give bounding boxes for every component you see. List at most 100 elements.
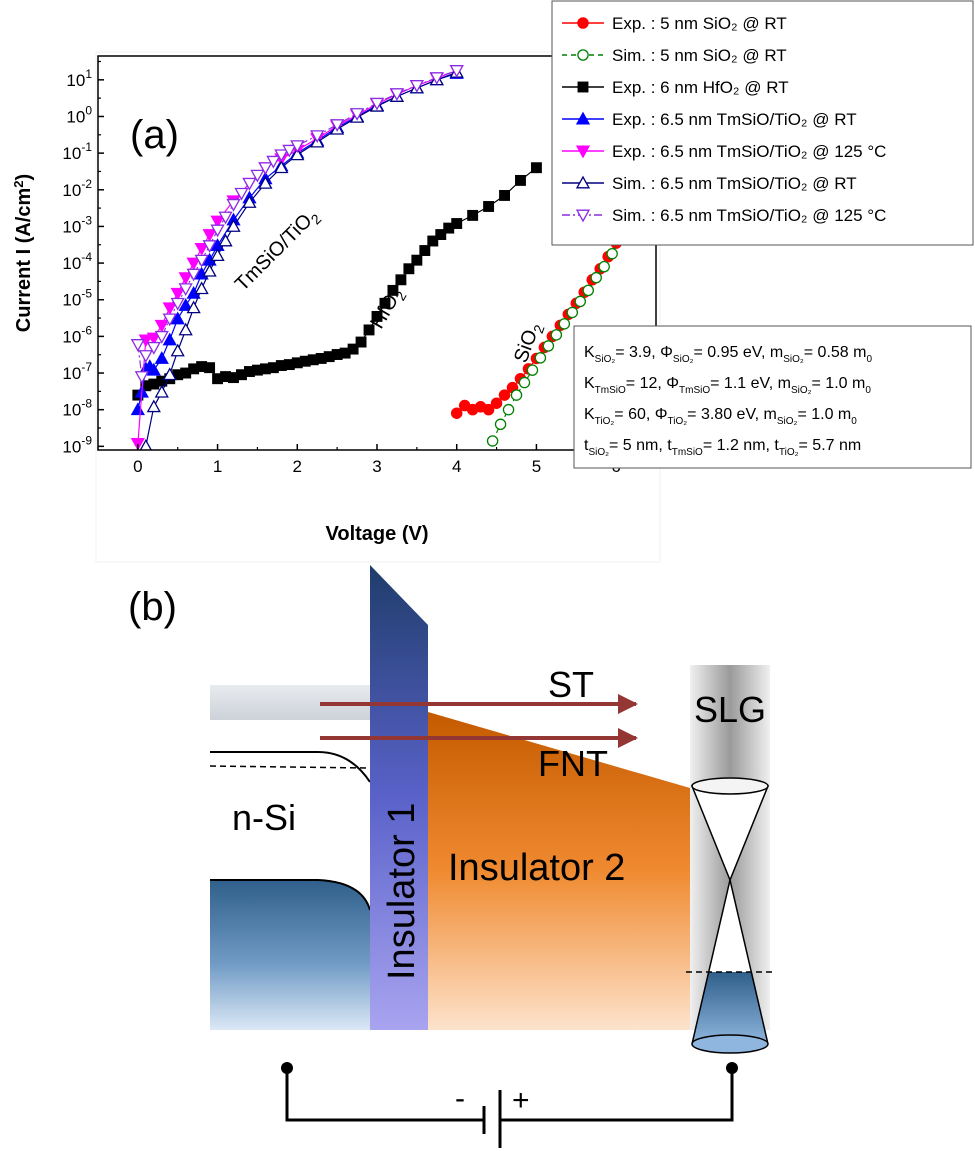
data-point [186,257,201,271]
slg-label: SLG [694,689,766,730]
data-point [550,329,563,341]
data-point [510,389,523,401]
x-tick-label: 3 [372,457,381,476]
data-point [234,187,249,201]
data-point [258,175,273,189]
legend-item: Sim. : 5 nm SiO₂ @ RT [562,46,787,65]
data-point [242,195,257,208]
data-point [498,389,511,401]
data-point [542,340,555,352]
data-point [395,274,407,286]
data-point [371,310,383,322]
legend-swatch-marker [577,81,589,93]
data-point [146,341,161,355]
data-point [138,350,153,363]
data-point [162,313,177,327]
legend-text: Sim. : 5 nm SiO₂ @ RT [612,46,787,65]
nsi-conduction-edge [210,751,371,783]
data-point [242,177,257,191]
nsi-fermi-level [209,765,371,769]
data-point [450,407,463,419]
data-point [419,245,431,256]
data-point [250,169,265,183]
insulator1-barrier [370,565,428,1030]
data-point [435,229,447,241]
data-point [154,319,169,333]
legend-swatch-marker [575,209,591,223]
data-point [146,332,161,346]
data-point [558,318,571,330]
legend-text: Sim. : 6.5 nm TmSiO/TiO₂ @ 125 °C [612,206,886,225]
legend-swatch-marker [575,175,591,189]
data-point [266,155,281,169]
legend-item: Exp. : 5 nm SiO₂ @ RT [562,14,787,33]
data-point [369,97,385,111]
data-point [210,215,225,229]
data-point [494,418,507,431]
y-axis-title-main: Current I (A/cm [13,188,35,332]
x-tick-label: 4 [452,457,461,476]
dirac-cone-upper-rim [691,777,769,795]
data-point [146,362,161,376]
data-point [606,247,618,260]
data-point [379,297,391,309]
data-point [355,336,367,348]
dirac-cone-lower-rim [691,1034,769,1054]
data-point [170,311,185,325]
battery-plus: + [512,1084,530,1117]
y-tick-label: 10-3 [62,213,92,236]
legend-text: Exp. : 6 nm HfO₂ @ RT [612,78,789,97]
legend-item: Exp. : 6 nm HfO₂ @ RT [562,78,789,97]
data-point [210,248,225,262]
legend-item: Sim. : 6.5 nm TmSiO/TiO₂ @ RT [562,174,857,193]
data-point [258,162,273,176]
data-point [186,268,201,282]
y-tick-label: 10-5 [62,287,92,310]
data-point [162,367,177,381]
data-point [282,144,297,158]
panel-b-diagram: (b) n-Si Insulator 1 Insulator 2 SLG ST … [128,565,775,1148]
data-point [411,254,423,266]
data-point [449,65,464,78]
legend-item: Exp. : 6.5 nm TmSiO/TiO₂ @ RT [562,110,857,129]
wire-left [285,1068,484,1122]
legend-text: Exp. : 6.5 nm TmSiO/TiO₂ @ RT [612,110,857,129]
data-point [218,211,233,225]
data-point [467,209,479,221]
x-axis-title: Voltage (V) [326,523,429,545]
data-point [349,108,365,121]
y-axis-title-sup: 2 [11,180,26,187]
data-point [170,287,185,301]
data-point [202,240,217,253]
data-point [178,322,193,336]
data-point [226,198,241,212]
legend-swatch-marker [577,49,589,61]
parameter-line: KSiO₂= 3.9, ΦSiO₂= 0.95 eV, mSiO₂= 0.58 … [584,344,872,365]
x-tick-label: 0 [133,457,142,476]
series-6 [130,65,464,384]
data-point [387,284,399,296]
x-tick-label: 2 [293,457,302,476]
data-point [194,281,209,295]
legend-text: Sim. : 6.5 nm TmSiO/TiO₂ @ RT [612,174,857,193]
legend-swatch-marker [575,145,591,159]
battery-minus: - [455,1082,465,1115]
data-point [130,339,145,352]
insulator2-barrier [428,712,690,1030]
data-point [218,233,233,247]
dirac-cone-lower-left [691,879,731,1045]
series-5 [139,65,464,450]
data-point [330,119,345,132]
data-point [427,235,439,247]
insulator2-label: Insulator 2 [448,847,625,889]
wire-right [500,1068,734,1122]
x-tick-label: 5 [532,457,541,476]
data-point [146,399,161,413]
legend-item: Sim. : 6.5 nm TmSiO/TiO₂ @ 125 °C [562,206,886,225]
data-point [178,283,193,297]
data-point [451,218,463,229]
panel-b-label: (b) [128,585,177,629]
y-tick-label: 10-1 [62,140,92,163]
y-tick-label: 101 [66,67,92,90]
